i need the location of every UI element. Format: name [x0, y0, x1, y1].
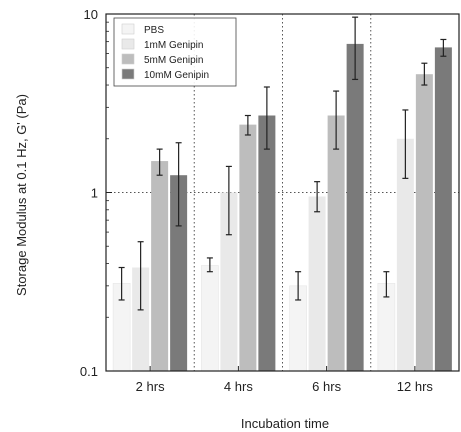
bar-5mm-genipin-2-hrs — [151, 161, 169, 371]
bar-1mm-genipin-4-hrs — [220, 192, 238, 371]
y-tick-label: 0.1 — [80, 364, 98, 379]
error-bar — [225, 165, 232, 236]
legend-label: PBS — [144, 25, 164, 36]
bar-5mm-genipin-4-hrs — [239, 124, 257, 371]
error-bar — [156, 148, 163, 176]
error-bar — [244, 114, 251, 136]
bar-5mm-genipin-12-hrs — [415, 74, 433, 371]
x-tick-label: 2 hrs — [136, 379, 165, 394]
legend-label: 1mM Genipin — [144, 40, 203, 51]
bar-10mm-genipin-4-hrs — [258, 115, 276, 371]
axes: 2 hrs 4 hrs 6 hrs 12 hrs 0.1 1 10 — [80, 7, 460, 394]
legend-label: 10mM Genipin — [144, 70, 209, 81]
error-bar — [118, 266, 125, 301]
error-bar — [402, 109, 409, 179]
bar-10mm-genipin-2-hrs — [170, 175, 188, 371]
x-tick-label: 12 hrs — [397, 379, 434, 394]
error-bar — [314, 181, 321, 213]
x-axis-title: Incubation time — [241, 416, 329, 431]
error-bar — [175, 142, 182, 227]
bar-5mm-genipin-6-hrs — [327, 115, 345, 371]
error-bar — [263, 86, 270, 150]
error-bar — [421, 62, 428, 86]
y-tick-label: 1 — [91, 186, 98, 201]
x-tick-label: 6 hrs — [312, 379, 341, 394]
bar-1mm-genipin-2-hrs — [132, 267, 150, 371]
bar-10mm-genipin-6-hrs — [346, 43, 364, 372]
y-tick-label: 10 — [84, 7, 98, 22]
bars — [112, 16, 452, 372]
bar-1mm-genipin-6-hrs — [308, 196, 326, 371]
x-tick-label: 4 hrs — [224, 379, 253, 394]
legend-swatch — [121, 23, 135, 35]
legend-box — [113, 17, 237, 87]
legend-swatch — [121, 38, 135, 50]
error-bar — [383, 271, 390, 298]
legend-swatch — [121, 53, 135, 65]
error-bar — [440, 38, 447, 57]
error-bar — [206, 257, 213, 273]
bar-pbs-4-hrs — [201, 265, 219, 372]
legend-swatch — [121, 68, 135, 80]
grid-lines — [106, 14, 459, 371]
error-bar — [295, 271, 302, 301]
error-bar — [352, 16, 359, 81]
legend: PBS 1mM Genipin 5mM Genipin 10mM Genipin — [113, 17, 237, 87]
error-bar — [333, 90, 340, 150]
legend-label: 5mM Genipin — [144, 55, 203, 66]
error-bar — [137, 241, 144, 311]
y-axis-title: Storage Modulus at 0.1 Hz, G' (Pa) — [14, 94, 29, 296]
bar-1mm-genipin-12-hrs — [396, 138, 414, 371]
bar-10mm-genipin-12-hrs — [434, 47, 452, 372]
